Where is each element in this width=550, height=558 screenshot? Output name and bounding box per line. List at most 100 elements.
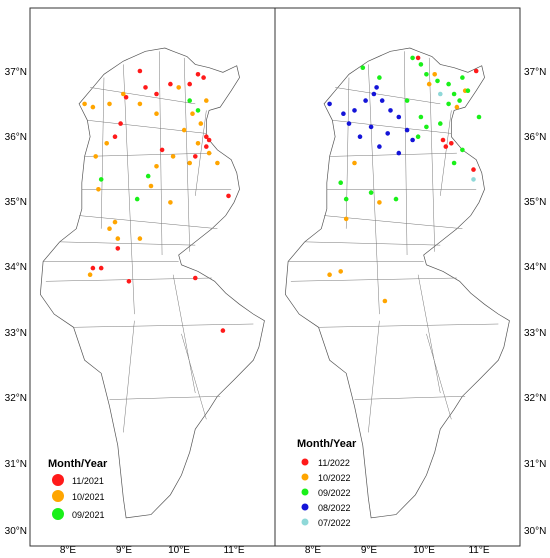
y-tick-label: 35°N [524, 197, 546, 208]
data-point [107, 226, 112, 231]
data-point [404, 98, 410, 103]
y-axis: 37°N 36°N 35°N 34°N 33°N 32°N 31°N 30°N [524, 67, 546, 537]
data-point [154, 164, 159, 169]
y-tick-label: 37°N [524, 67, 546, 78]
data-point [446, 81, 451, 87]
y-tick-label: 37°N [5, 67, 27, 78]
data-point [154, 111, 159, 116]
data-point [426, 81, 432, 87]
data-point [368, 124, 374, 130]
data-point [388, 108, 393, 113]
data-point [168, 81, 173, 87]
region-boundary [426, 333, 452, 420]
y-tick-label: 34°N [524, 262, 546, 273]
data-point [187, 160, 192, 166]
data-point [343, 196, 349, 202]
y-tick-label: 36°N [5, 132, 27, 143]
tunisia-map [284, 47, 510, 519]
data-point [424, 72, 429, 77]
data-point [168, 200, 173, 205]
data-point [451, 160, 457, 166]
data-point [435, 78, 440, 84]
data-point [96, 187, 101, 192]
region-boundary [159, 51, 163, 256]
data-point [377, 144, 382, 149]
data-point [201, 75, 206, 80]
x-tick-label: 8°E [60, 545, 77, 556]
data-point [473, 68, 479, 74]
data-point [206, 137, 212, 143]
legend-label: 11/2021 [72, 476, 104, 486]
y-tick-label: 31°N [5, 459, 27, 470]
data-point [190, 111, 195, 116]
data-point [204, 134, 209, 139]
data-point [215, 160, 220, 166]
data-point [410, 55, 415, 61]
data-point [438, 91, 443, 97]
data-point [449, 141, 454, 146]
map-panel-2022: 8°E 9°E 10°E 11°E 37°N 36°N 35°N 34°N 33… [274, 7, 546, 556]
x-tick-label: 9°E [116, 545, 133, 556]
data-point [93, 154, 98, 159]
legend-label: 10/2021 [72, 492, 105, 502]
region-boundary [172, 274, 196, 394]
tunisia-map [39, 47, 265, 519]
data-point [193, 275, 198, 281]
map-panel-2021: 8°E 9°E 10°E 11°E 37°N 36°N 35°N 34°N 33… [5, 7, 276, 556]
legend-swatch [52, 508, 64, 520]
y-tick-label: 30°N [524, 526, 546, 537]
data-point [115, 236, 121, 241]
legend-label: 09/2021 [72, 510, 105, 520]
legend-swatch [52, 490, 64, 502]
observation-points [82, 68, 231, 333]
data-point [327, 101, 332, 107]
data-point [471, 177, 476, 182]
x-tick-label: 9°E [361, 545, 378, 556]
region-boundary [90, 87, 196, 105]
data-point [82, 101, 87, 107]
y-tick-label: 35°N [5, 197, 27, 208]
data-point [145, 173, 151, 179]
x-axis: 8°E 9°E 10°E 11°E [60, 545, 245, 556]
data-point [382, 298, 388, 304]
data-point [360, 65, 366, 70]
y-tick-label: 30°N [5, 526, 27, 537]
data-point [112, 219, 118, 225]
data-point [148, 183, 154, 189]
data-point [90, 104, 96, 110]
region-boundary [84, 152, 212, 157]
data-point [396, 150, 402, 156]
legend-swatch [301, 473, 309, 481]
region-boundary [318, 323, 499, 328]
data-point [368, 190, 374, 195]
y-tick-label: 36°N [524, 132, 546, 143]
data-point [451, 91, 457, 97]
data-point [457, 98, 462, 103]
data-point [377, 200, 382, 205]
x-tick-label: 8°E [305, 545, 322, 556]
y-tick-label: 33°N [524, 328, 546, 339]
data-point [112, 134, 118, 139]
data-point [418, 114, 424, 120]
data-point [404, 127, 410, 133]
region-boundary [335, 87, 441, 105]
region-boundary [181, 333, 207, 420]
data-point [415, 55, 421, 61]
data-point [377, 75, 382, 80]
data-point [471, 167, 476, 172]
y-tick-label: 32°N [524, 393, 546, 404]
legend-label: 10/2022 [318, 473, 351, 483]
region-boundary [183, 57, 190, 252]
data-point [352, 160, 357, 166]
data-point [341, 111, 346, 116]
legend-swatch [301, 458, 309, 466]
data-point [137, 236, 143, 241]
data-point [134, 196, 140, 202]
region-boundary [368, 64, 380, 315]
data-point [143, 85, 148, 90]
data-point [393, 196, 399, 202]
data-point [195, 72, 201, 77]
data-point [410, 137, 415, 143]
data-point [343, 216, 349, 222]
panel-frame [274, 7, 521, 547]
